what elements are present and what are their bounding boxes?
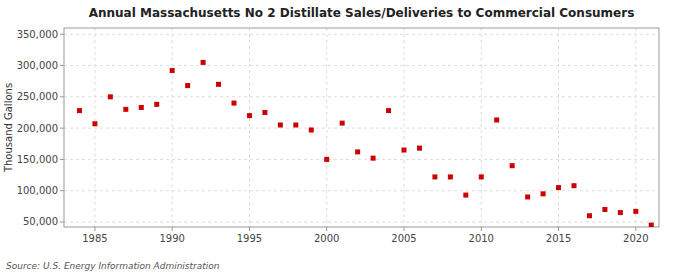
grid-line-y — [64, 159, 659, 160]
point — [402, 148, 407, 153]
y-tick — [60, 221, 64, 222]
point — [154, 102, 159, 107]
x-tick — [249, 227, 250, 231]
point — [201, 60, 206, 65]
grid-line-x — [404, 28, 405, 227]
point — [479, 174, 484, 179]
x-tick — [558, 227, 559, 231]
point — [525, 194, 530, 199]
point — [77, 108, 82, 113]
x-tick-label: 1990 — [159, 233, 184, 244]
point — [293, 122, 298, 127]
grid-line-x — [326, 28, 327, 227]
x-tick — [94, 227, 95, 231]
chart: Annual Massachusetts No 2 Distillate Sal… — [0, 0, 675, 275]
y-axis: 50,000 100,000 150,000 200,000 250,000 300,00… — [17, 29, 64, 228]
point — [340, 121, 345, 126]
grid-line-x — [481, 28, 482, 227]
y-tick — [60, 190, 64, 191]
points — [77, 60, 654, 227]
point — [386, 108, 391, 113]
x-tick — [172, 227, 173, 231]
grid-line-y — [64, 34, 659, 35]
grid-line-x — [249, 28, 250, 227]
point — [262, 110, 267, 115]
point — [572, 183, 577, 188]
y-tick-label: 50,000 — [23, 216, 58, 227]
title: Annual Massachusetts No 2 Distillate Sal… — [89, 6, 635, 20]
grid-line-x — [94, 28, 95, 227]
grid-line-x — [558, 28, 559, 227]
page: {"chart_data": { "type": "scatter", "tit… — [0, 0, 675, 275]
y-tick — [60, 34, 64, 35]
point — [278, 122, 283, 127]
y-tick-label: 150,000 — [17, 154, 58, 165]
point — [232, 101, 237, 106]
point — [432, 174, 437, 179]
point — [185, 83, 190, 88]
y-axis-label: Thousand Gallons — [3, 83, 14, 173]
point — [649, 223, 654, 227]
point — [371, 156, 376, 161]
y-tick-label: 300,000 — [17, 60, 58, 71]
x-tick — [404, 227, 405, 231]
point — [541, 191, 546, 196]
grid-line-x — [635, 28, 636, 227]
x-axis: 1985 1990 1995 2000 2005 2010 2015 2020 — [82, 227, 648, 244]
y-tick-label: 200,000 — [17, 123, 58, 134]
grid-line-y — [64, 65, 659, 66]
x-tick-label: 1995 — [237, 233, 262, 244]
point — [510, 163, 515, 168]
x-tick-label: 2015 — [546, 233, 571, 244]
x-tick-label: 2000 — [314, 233, 339, 244]
y-tick — [60, 159, 64, 160]
point — [247, 113, 252, 118]
point — [633, 209, 638, 214]
point — [170, 68, 175, 73]
x-tick-label: 2010 — [469, 233, 494, 244]
plot-area — [64, 28, 659, 227]
point — [417, 146, 422, 151]
point — [123, 107, 128, 112]
point — [139, 105, 144, 110]
x-tick — [635, 227, 636, 231]
y-tick — [60, 65, 64, 66]
point — [108, 94, 113, 99]
source-note: Source: U.S. Energy Information Administ… — [6, 261, 220, 271]
x-tick — [481, 227, 482, 231]
point — [324, 157, 329, 162]
x-tick-label: 2020 — [623, 233, 648, 244]
point — [448, 174, 453, 179]
point — [602, 207, 607, 212]
point — [556, 185, 561, 190]
grid-line-y — [64, 96, 659, 97]
point — [309, 128, 314, 133]
y-tick-label: 250,000 — [17, 91, 58, 102]
point — [618, 210, 623, 215]
point — [92, 121, 97, 126]
x-tick — [326, 227, 327, 231]
y-tick — [60, 128, 64, 129]
point — [587, 213, 592, 218]
x-tick-label: 2005 — [391, 233, 416, 244]
point — [494, 117, 499, 122]
point — [216, 82, 221, 87]
grid-line-y — [64, 190, 659, 191]
point — [355, 149, 360, 154]
x-tick-label: 1985 — [82, 233, 107, 244]
grid — [64, 28, 659, 227]
grid-line-y — [64, 128, 659, 129]
plot-frame — [64, 28, 659, 227]
y-tick — [60, 96, 64, 97]
grid-line-y — [64, 221, 659, 222]
y-tick-label: 100,000 — [17, 185, 58, 196]
point — [463, 193, 468, 198]
grid-line-x — [172, 28, 173, 227]
y-tick-label: 350,000 — [17, 29, 58, 40]
